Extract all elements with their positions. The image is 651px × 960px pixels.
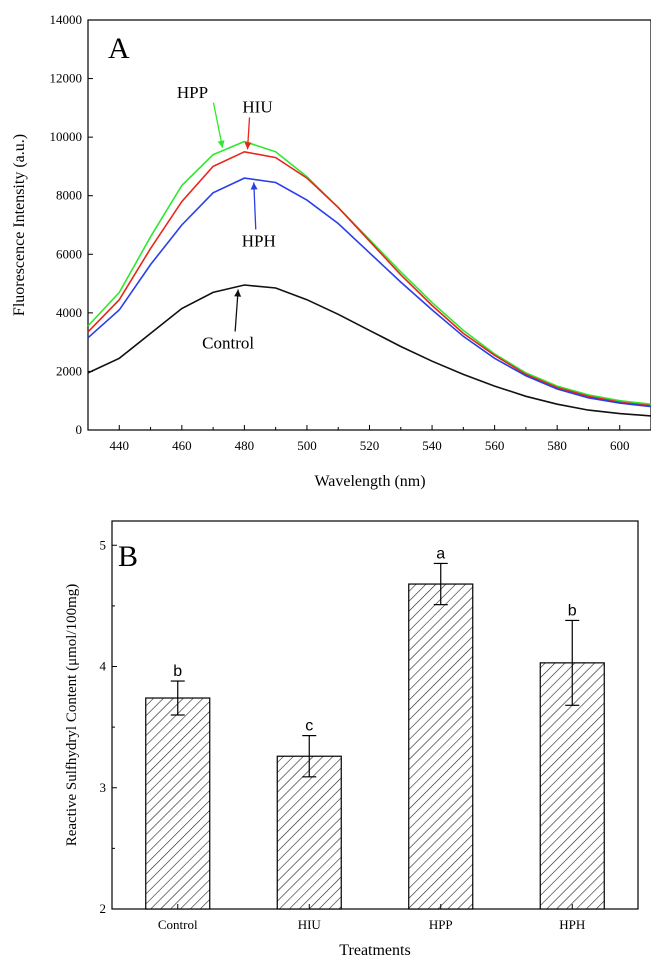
x-tick-label-b: HPP <box>429 917 453 932</box>
y-tick-label-a: 0 <box>76 422 83 437</box>
panel-label-a: A <box>108 32 130 65</box>
y-tick-label-a: 4000 <box>56 305 82 320</box>
series-line-control <box>87 284 651 417</box>
x-tick-label-a: 500 <box>297 438 317 453</box>
annotation-arrowhead-hiu <box>244 142 252 150</box>
annotation-arrowhead-control <box>234 289 242 297</box>
annotation-arrow-hph <box>253 182 257 230</box>
x-axis-title-a: Wavelength (nm) <box>314 473 425 490</box>
bars-b: b c a b <box>145 545 605 910</box>
plot-frame-b <box>111 520 639 910</box>
annotation-arrow-control <box>234 289 239 332</box>
x-tick-label-a: 600 <box>610 438 630 453</box>
x-axis-a: 440 460 480 500 520 540 560 580 600 <box>87 425 651 453</box>
significance-label-hph: b <box>568 602 577 619</box>
series-line-hiu <box>87 150 651 407</box>
x-tick-label-b: Control <box>158 917 198 932</box>
bar-hpp <box>408 583 474 910</box>
y-axis-title-b: Reactive Sulfhydryl Content (μmol/100mg) <box>64 584 80 847</box>
annotation-label-control: Control <box>202 334 254 353</box>
x-tick-label-a: 440 <box>110 438 130 453</box>
bar-hiu <box>276 755 342 910</box>
x-tick-label-a: 520 <box>360 438 380 453</box>
series-line-hph <box>87 177 651 408</box>
y-tick-label-a: 2000 <box>56 363 82 378</box>
y-tick-label-b: 3 <box>100 780 107 795</box>
y-axis-a: 0 2000 4000 6000 8000 10000 12000 14000 <box>50 12 93 437</box>
x-axis-b: Control HIU HPP HPH <box>158 904 585 932</box>
x-tick-label-b: HPH <box>559 917 585 932</box>
panel-label-b: B <box>118 540 138 573</box>
annotation-label-hph: HPH <box>242 231 276 250</box>
significance-label-hiu: c <box>305 718 313 735</box>
y-tick-label-a: 8000 <box>56 188 82 203</box>
y-tick-label-a: 14000 <box>50 12 83 27</box>
annotation-arrowhead-hph <box>250 182 258 190</box>
series-line-hpp <box>87 140 651 405</box>
significance-label-control: b <box>173 663 182 680</box>
y-tick-label-a: 12000 <box>50 71 83 86</box>
y-tick-label-b: 4 <box>100 659 107 674</box>
y-tick-label-b: 2 <box>100 901 107 916</box>
y-axis-title-a: Fluorescence Intensity (a.u.) <box>11 134 28 316</box>
x-tick-label-a: 540 <box>422 438 442 453</box>
y-tick-label-a: 10000 <box>50 129 83 144</box>
plot-frame-a <box>87 19 651 431</box>
bar-control <box>145 697 211 910</box>
y-tick-label-a: 6000 <box>56 246 82 261</box>
x-tick-label-a: 480 <box>235 438 255 453</box>
x-tick-label-a: 460 <box>172 438 192 453</box>
annotation-arrowhead-hpp <box>217 140 225 148</box>
x-tick-label-a: 580 <box>547 438 567 453</box>
series-annotations-a: HPP HIU HPH Control <box>177 83 276 353</box>
x-axis-title-b: Treatments <box>339 942 410 959</box>
x-tick-label-a: 560 <box>485 438 505 453</box>
annotation-label-hpp: HPP <box>177 83 208 102</box>
series-lines-a <box>87 140 651 417</box>
y-axis-b: 2 3 4 5 <box>100 537 117 916</box>
annotation-label-hiu: HIU <box>242 97 272 116</box>
panel-a-line-chart: A 0 2000 4000 6000 8000 10000 12000 14000 440 46… <box>11 12 651 490</box>
significance-label-hpp: a <box>436 545 445 562</box>
x-tick-label-b: HIU <box>298 917 322 932</box>
annotation-arrow-hpp <box>212 102 224 148</box>
y-tick-label-b: 5 <box>100 537 107 552</box>
